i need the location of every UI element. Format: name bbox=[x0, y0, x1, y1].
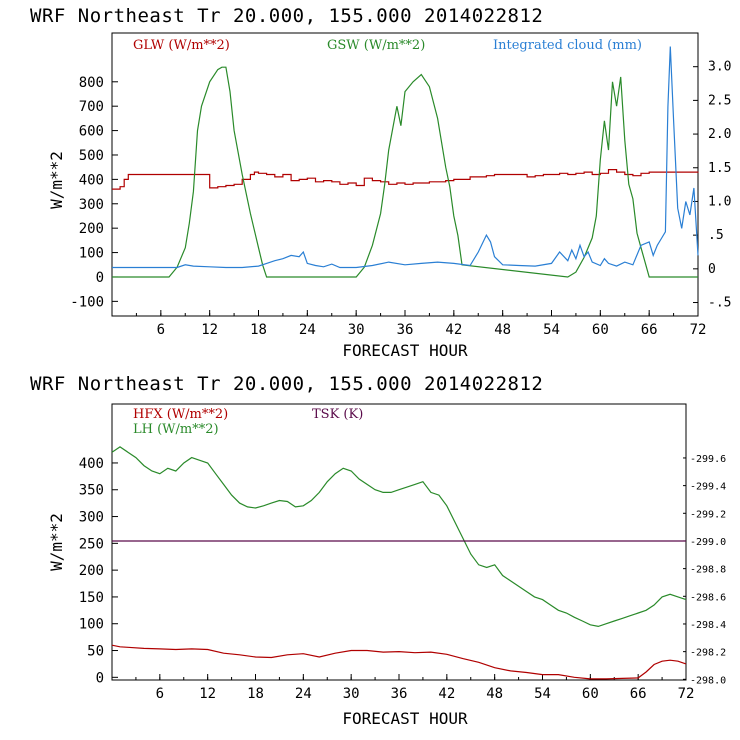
y-tick-label: 0 bbox=[96, 670, 104, 686]
x-tick-label: 24 bbox=[299, 322, 316, 338]
legend-gsw: GSW (W/m**2) bbox=[327, 38, 425, 53]
x-tick-label: 36 bbox=[391, 686, 408, 702]
y-tick-label: 200 bbox=[79, 221, 104, 237]
flux-panel: WRF Northeast Tr 20.000, 155.000 2014022… bbox=[30, 373, 726, 728]
y2-tick-label: 2.5 bbox=[708, 93, 731, 108]
y-tick-label: 700 bbox=[79, 99, 104, 115]
series-line-0-0 bbox=[112, 169, 699, 190]
x-tick-label: 24 bbox=[295, 686, 312, 702]
panel-2-frame bbox=[111, 403, 687, 681]
panel-2-title: WRF Northeast Tr 20.000, 155.000 2014022… bbox=[30, 373, 543, 395]
x-tick-label: 60 bbox=[582, 686, 599, 702]
y2-tick-label: 3.0 bbox=[708, 60, 731, 75]
panel-1-series bbox=[112, 46, 699, 278]
x-tick-label: 30 bbox=[343, 686, 360, 702]
legend-hfx: HFX (W/m**2) bbox=[133, 407, 228, 422]
x-tick-label: 12 bbox=[199, 686, 216, 702]
y-tick-label: 500 bbox=[79, 148, 104, 164]
x-tick-label: 72 bbox=[678, 686, 695, 702]
x-tick-label: 48 bbox=[494, 322, 511, 338]
legend-tsk: TSK (K) bbox=[312, 407, 363, 422]
x-tick-label: 66 bbox=[630, 686, 647, 702]
y2-tick-label: -298.0 bbox=[690, 675, 726, 686]
y2-tick-label: -298.6 bbox=[690, 592, 726, 603]
y2-tick-label: -299.0 bbox=[690, 537, 726, 548]
y2-tick-label: -.5 bbox=[708, 296, 731, 311]
series-line-0-2 bbox=[112, 46, 699, 269]
y-tick-label: -100 bbox=[70, 294, 104, 310]
panel-2-series bbox=[111, 446, 687, 680]
y2-tick-label: 1.5 bbox=[708, 161, 731, 176]
panel-2-x-label: FORECAST HOUR bbox=[342, 709, 468, 728]
y-tick-label: 150 bbox=[79, 590, 104, 606]
y-tick-label: 800 bbox=[79, 75, 104, 91]
y-tick-label: 200 bbox=[79, 563, 104, 579]
series-line-1-0 bbox=[111, 644, 687, 680]
y-tick-label: 250 bbox=[79, 536, 104, 552]
series-line-0-1 bbox=[112, 66, 698, 278]
x-tick-label: 18 bbox=[250, 322, 267, 338]
y-tick-label: 300 bbox=[79, 197, 104, 213]
panel-2-x-ticks: 6 12 18 24 30 36 42 48 54 60 66 72 bbox=[111, 674, 695, 702]
panel-1-y-label: W/m**2 bbox=[47, 151, 66, 209]
y-tick-label: 350 bbox=[79, 483, 104, 499]
panel-1-x-ticks: 6 12 18 24 30 36 42 48 54 60 66 72 bbox=[111, 310, 707, 338]
x-tick-label: 66 bbox=[641, 322, 658, 338]
panel-2-y-ticks: 0 50 100 150 200 250 300 350 400 bbox=[79, 456, 118, 686]
x-tick-label: 36 bbox=[397, 322, 414, 338]
y-tick-label: 0 bbox=[96, 270, 104, 286]
x-tick-label: 6 bbox=[156, 686, 164, 702]
y-tick-label: 100 bbox=[79, 617, 104, 633]
y2-tick-label: -299.4 bbox=[690, 482, 726, 493]
x-tick-label: 6 bbox=[157, 322, 165, 338]
y2-tick-label: -298.2 bbox=[690, 648, 726, 659]
y-tick-label: 600 bbox=[79, 124, 104, 140]
x-tick-label: 42 bbox=[438, 686, 455, 702]
panel-1-x-label: FORECAST HOUR bbox=[342, 341, 468, 360]
y-tick-label: 100 bbox=[79, 246, 104, 262]
x-tick-label: 54 bbox=[534, 686, 551, 702]
series-line-1-1 bbox=[111, 446, 687, 628]
y2-tick-label: 2.0 bbox=[708, 127, 731, 142]
y-tick-label: 300 bbox=[79, 510, 104, 526]
y2-tick-label: .5 bbox=[708, 228, 724, 243]
y2-tick-label: -298.8 bbox=[690, 565, 726, 576]
panel-2-y-label: W/m**2 bbox=[47, 513, 66, 571]
y-tick-label: 400 bbox=[79, 172, 104, 188]
y2-tick-label: -299.2 bbox=[690, 509, 726, 520]
x-tick-label: 12 bbox=[201, 322, 218, 338]
legend-cloud: Integrated cloud (mm) bbox=[493, 38, 642, 53]
panel-1-title: WRF Northeast Tr 20.000, 155.000 2014022… bbox=[30, 5, 543, 27]
x-tick-label: 72 bbox=[690, 322, 707, 338]
x-tick-label: 42 bbox=[445, 322, 462, 338]
x-tick-label: 54 bbox=[543, 322, 560, 338]
y-tick-label: 400 bbox=[79, 456, 104, 472]
y2-tick-label: 0 bbox=[708, 262, 716, 277]
x-tick-label: 18 bbox=[247, 686, 264, 702]
radiation-panel: WRF Northeast Tr 20.000, 155.000 2014022… bbox=[30, 5, 731, 360]
legend-glw: GLW (W/m**2) bbox=[133, 38, 230, 53]
y2-tick-label: -298.4 bbox=[690, 620, 726, 631]
y2-tick-label: -299.6 bbox=[690, 454, 726, 465]
y-tick-label: 50 bbox=[87, 644, 104, 660]
x-tick-label: 48 bbox=[486, 686, 503, 702]
panel-1-y-ticks: -100 0 100 200 300 400 500 600 700 800 bbox=[70, 75, 118, 310]
legend-lh: LH (W/m**2) bbox=[133, 422, 219, 437]
panel-2-y2-ticks: -298.0 -298.2 -298.4 -298.6 -298.8 -299.0 -299… bbox=[683, 454, 726, 686]
x-tick-label: 60 bbox=[592, 322, 609, 338]
x-tick-label: 30 bbox=[348, 322, 365, 338]
y2-tick-label: 1.0 bbox=[708, 194, 731, 209]
panel-1-y2-ticks: -.5 0 .5 1.0 1.5 2.0 2.5 3.0 bbox=[693, 60, 731, 311]
